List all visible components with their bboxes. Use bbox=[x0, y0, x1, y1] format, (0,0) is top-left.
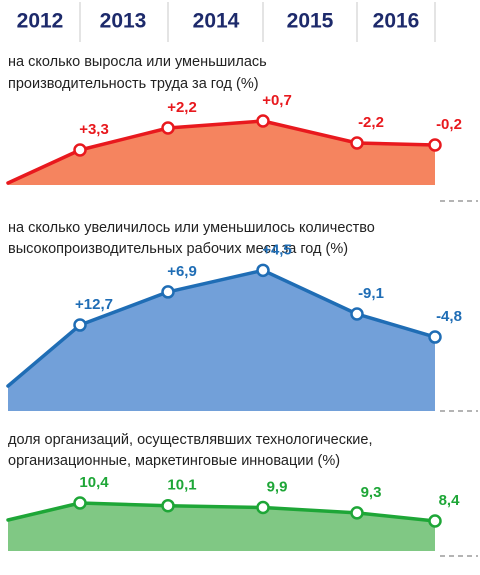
panel-title: на сколько выросла или уменьшилась bbox=[8, 54, 267, 70]
panel-title: высокопроизводительных рабочих мест за г… bbox=[8, 241, 348, 257]
value-label: -2,2 bbox=[358, 114, 384, 131]
year-label: 2014 bbox=[193, 10, 240, 33]
data-point bbox=[73, 496, 87, 510]
value-label: +6,9 bbox=[167, 263, 197, 280]
year-label: 2013 bbox=[100, 10, 147, 33]
data-point bbox=[73, 318, 87, 332]
value-label: -0,2 bbox=[436, 116, 462, 133]
data-point bbox=[161, 285, 175, 299]
value-label: -4,8 bbox=[436, 308, 462, 325]
data-point bbox=[256, 263, 270, 278]
data-point bbox=[256, 500, 270, 515]
value-label: 9,3 bbox=[361, 484, 382, 501]
value-label: 10,1 bbox=[167, 477, 196, 494]
value-label: +4,5 bbox=[262, 241, 292, 258]
data-point bbox=[428, 514, 442, 528]
data-point bbox=[350, 136, 364, 150]
data-point bbox=[428, 138, 442, 152]
data-point bbox=[350, 506, 364, 520]
value-label: 8,4 bbox=[439, 492, 461, 509]
lead-in-line bbox=[6, 501, 82, 522]
panel-title: организационные, маркетинговые инновации… bbox=[8, 453, 340, 469]
value-label: -9,1 bbox=[358, 285, 384, 302]
data-point bbox=[73, 143, 87, 157]
value-label: 9,9 bbox=[267, 478, 288, 495]
value-label: +3,3 bbox=[79, 121, 109, 138]
area-fill bbox=[8, 503, 435, 551]
data-point bbox=[350, 307, 364, 321]
value-label: 10,4 bbox=[79, 474, 109, 491]
year-label: 2016 bbox=[373, 10, 420, 33]
panel-title: на сколько увеличилось или уменьшилось к… bbox=[8, 220, 375, 236]
year-label: 2012 bbox=[17, 10, 64, 33]
value-label: +0,7 bbox=[262, 92, 292, 109]
value-label: +12,7 bbox=[75, 296, 113, 313]
panel-title: производительность труда за год (%) bbox=[8, 76, 259, 92]
lead-in-line bbox=[6, 323, 82, 388]
value-label: +2,2 bbox=[167, 99, 197, 116]
data-point bbox=[256, 114, 270, 128]
panel-title: доля организаций, осуществлявших техноло… bbox=[8, 432, 372, 448]
data-point bbox=[161, 498, 175, 513]
year-label: 2015 bbox=[287, 10, 334, 33]
area-fill bbox=[8, 270, 435, 411]
lead-in-line bbox=[6, 148, 82, 185]
data-point bbox=[428, 330, 442, 344]
data-point bbox=[161, 121, 175, 135]
